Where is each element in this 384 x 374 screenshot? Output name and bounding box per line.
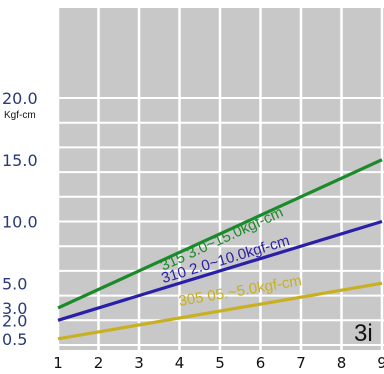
x-tick-label: 9 <box>377 354 384 372</box>
y-tick-label: 2.0 <box>2 311 27 330</box>
series-lines <box>57 158 383 341</box>
series-line <box>57 219 383 322</box>
y-tick-label: 5.0 <box>2 274 27 293</box>
y-axis-unit: Kgf-cm <box>4 110 36 121</box>
x-tick-label: 2 <box>94 354 104 372</box>
x-axis-ticks: 1 2 3 4 5 6 7 8 9 <box>53 354 384 372</box>
x-tick-label: 8 <box>337 354 347 372</box>
grid-lines <box>56 8 384 350</box>
corner-annotation: 3i <box>354 320 373 347</box>
y-tick-label: 3.0 <box>2 299 27 318</box>
y-axis-ticks: 20.0 15.0 10.0 5.0 3.02.00.5 <box>2 89 38 349</box>
x-tick-label: 3 <box>134 354 144 372</box>
x-tick-label: 1 <box>53 354 63 372</box>
y-tick-label: 0.5 <box>2 330 27 349</box>
series-line <box>57 158 383 310</box>
x-tick-label: 6 <box>256 354 266 372</box>
series-line <box>57 281 383 341</box>
y-tick-label: 10.0 <box>2 213 38 232</box>
y-tick-label: 15.0 <box>2 151 38 170</box>
x-tick-label: 7 <box>296 354 306 372</box>
x-tick-label: 4 <box>175 354 185 372</box>
y-tick-label: 20.0 <box>2 89 38 108</box>
x-tick-label: 5 <box>215 354 225 372</box>
